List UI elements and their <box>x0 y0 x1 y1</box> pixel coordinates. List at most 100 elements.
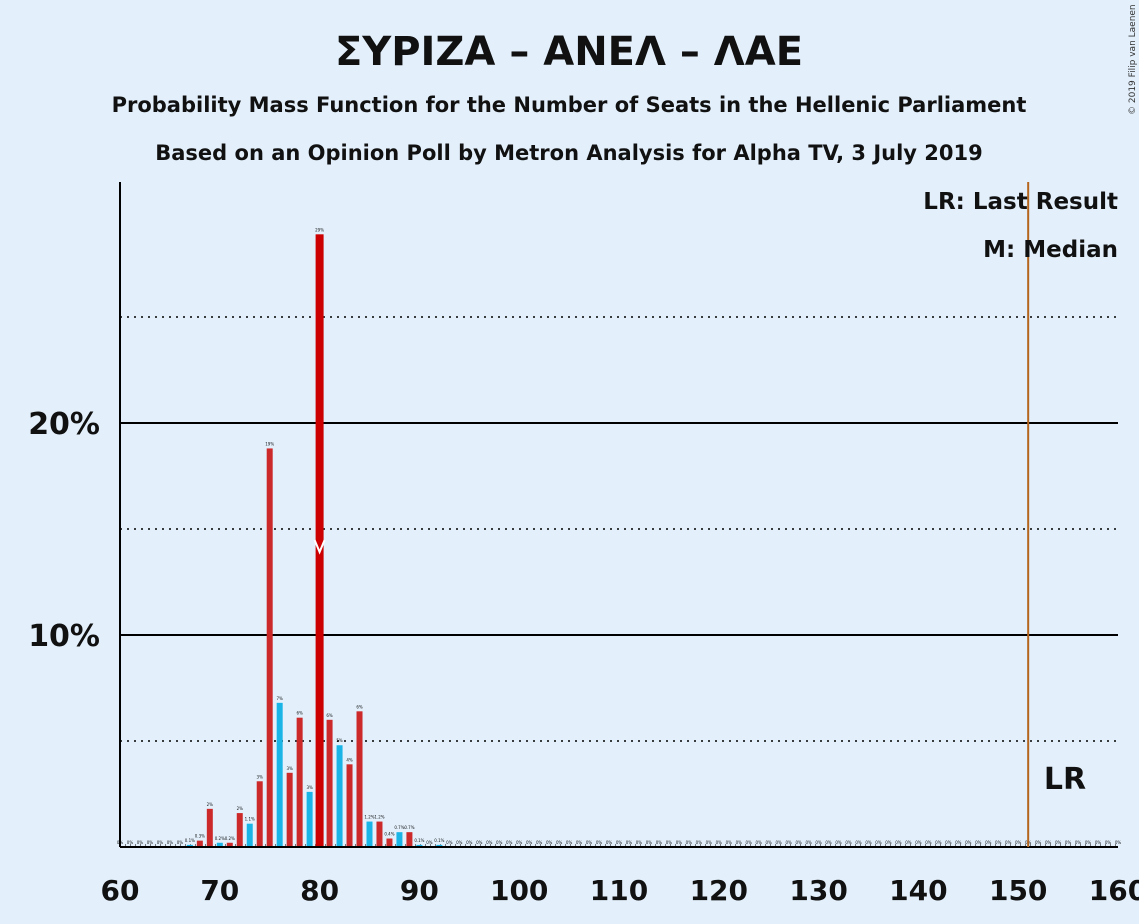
data-label-130: 0% <box>815 840 822 845</box>
data-label-148: 0% <box>995 840 1002 845</box>
data-label-116: 0% <box>676 840 683 845</box>
bar-92 <box>436 844 443 847</box>
data-label-149: 0% <box>1005 840 1012 845</box>
x-tick-label: 120 <box>690 874 748 907</box>
bar-80 <box>315 234 324 847</box>
data-label-98: 0% <box>496 840 503 845</box>
data-label-109: 0% <box>606 840 613 845</box>
data-label-154: 0% <box>1055 840 1062 845</box>
markers <box>313 182 1030 847</box>
bars <box>186 234 443 847</box>
data-label-133: 0% <box>845 840 852 845</box>
data-label-105: 0% <box>566 840 573 845</box>
data-label-91: 0% <box>426 840 433 845</box>
median-marker <box>313 539 326 555</box>
chart-subtitle-1: Probability Mass Function for the Number… <box>112 93 1027 117</box>
data-label-129: 0% <box>805 840 812 845</box>
data-label-80: 29% <box>315 227 324 232</box>
x-axis-ticks: 60 70 80 90 100 110 120 130 140 150 160 <box>101 874 1139 907</box>
data-label-141: 0% <box>925 840 932 845</box>
x-tick-label: 150 <box>989 874 1047 907</box>
x-tick-label: 140 <box>889 874 947 907</box>
data-label-100: 0% <box>516 840 523 845</box>
x-tick-label: 130 <box>789 874 847 907</box>
data-label-121: 0% <box>726 840 733 845</box>
data-label-78: 6% <box>296 711 303 716</box>
bar-90 <box>416 844 423 847</box>
copyright-text: © 2019 Filip van Laenen <box>1128 4 1138 115</box>
data-label-77: 3% <box>286 766 293 771</box>
data-label-137: 0% <box>885 840 892 845</box>
x-tick-label: 160 <box>1089 874 1139 907</box>
bar-69 <box>206 808 213 847</box>
data-label-123: 0% <box>746 840 753 845</box>
bar-82 <box>336 745 343 847</box>
data-label-119: 0% <box>706 840 713 845</box>
data-label-146: 0% <box>975 840 982 845</box>
legend-last-result: LR: Last Result <box>923 189 1118 215</box>
bar-89 <box>406 832 413 847</box>
bar-81 <box>326 719 333 847</box>
data-label-145: 0% <box>965 840 972 845</box>
bar-67 <box>186 844 193 847</box>
data-label-69: 2% <box>207 802 214 807</box>
bar-68 <box>196 840 203 847</box>
y-tick-label: 20% <box>28 407 100 442</box>
x-tick-label: 100 <box>490 874 548 907</box>
data-label-112: 0% <box>636 840 643 845</box>
data-label-95: 0% <box>466 840 473 845</box>
bar-79 <box>306 791 313 847</box>
data-label-118: 0% <box>696 840 703 845</box>
data-label-140: 0% <box>915 840 922 845</box>
x-tick-label: 60 <box>101 874 140 907</box>
data-label-144: 0% <box>955 840 962 845</box>
data-label-158: 0% <box>1095 840 1102 845</box>
data-label-117: 0% <box>686 840 693 845</box>
data-label-139: 0% <box>905 840 912 845</box>
data-label-70: 0.2% <box>215 836 225 841</box>
last-result-label: LR <box>1044 762 1086 797</box>
bar-87 <box>386 838 393 847</box>
chart-subtitle-2: Based on an Opinion Poll by Metron Analy… <box>155 141 983 165</box>
x-tick-label: 110 <box>590 874 648 907</box>
bar-76 <box>276 702 283 847</box>
data-label-65: 0% <box>167 840 174 845</box>
data-label-103: 0% <box>546 840 553 845</box>
data-label-68: 0.3% <box>195 834 205 839</box>
data-label-159: 0% <box>1105 840 1112 845</box>
data-label-94: 0% <box>456 840 463 845</box>
data-label-85: 1.2% <box>364 815 374 820</box>
data-label-99: 0% <box>506 840 513 845</box>
bar-70 <box>216 842 223 847</box>
data-label-62: 0% <box>137 840 144 845</box>
data-label-160: 0% <box>1115 840 1122 845</box>
data-label-76: 7% <box>277 696 284 701</box>
data-label-63: 0% <box>147 840 154 845</box>
bar-84 <box>356 711 363 847</box>
legend-median: M: Median <box>983 237 1118 263</box>
data-label-81: 6% <box>326 713 333 718</box>
data-label-110: 0% <box>616 840 623 845</box>
data-label-147: 0% <box>985 840 992 845</box>
data-label-97: 0% <box>486 840 493 845</box>
data-label-108: 0% <box>596 840 603 845</box>
data-label-131: 0% <box>825 840 832 845</box>
data-label-74: 3% <box>257 774 264 779</box>
bar-73 <box>246 823 253 847</box>
bar-85 <box>366 821 373 847</box>
data-label-89: 0.7% <box>404 825 414 830</box>
bar-75 <box>266 448 273 847</box>
data-label-102: 0% <box>536 840 543 845</box>
data-label-93: 0% <box>446 840 453 845</box>
y-tick-label: 10% <box>28 619 100 654</box>
data-label-156: 0% <box>1075 840 1082 845</box>
data-label-153: 0% <box>1045 840 1052 845</box>
x-tick-label: 70 <box>200 874 239 907</box>
data-label-126: 0% <box>776 840 783 845</box>
data-label-64: 0% <box>157 840 164 845</box>
bar-88 <box>396 832 403 847</box>
data-label-92: 0.1% <box>434 838 444 843</box>
data-label-67: 0.1% <box>185 838 195 843</box>
bar-72 <box>236 813 243 847</box>
